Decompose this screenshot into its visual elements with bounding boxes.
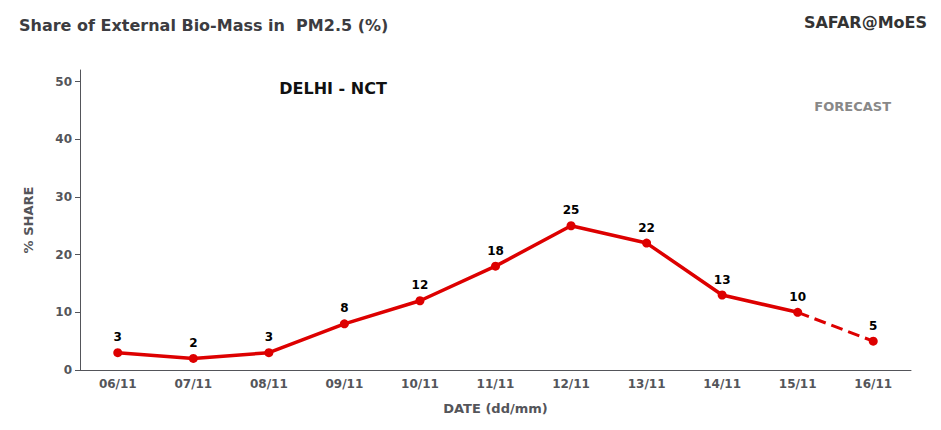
svg-text:2: 2 (189, 336, 197, 350)
svg-text:5: 5 (869, 319, 877, 333)
svg-text:10/11: 10/11 (401, 377, 439, 391)
svg-text:DELHI - NCT: DELHI - NCT (279, 79, 387, 98)
svg-text:11/11: 11/11 (477, 377, 515, 391)
svg-text:3: 3 (114, 330, 122, 344)
svg-text:13: 13 (714, 273, 731, 287)
svg-text:10: 10 (55, 305, 72, 319)
svg-text:13/11: 13/11 (628, 377, 666, 391)
svg-text:DATE (dd/mm): DATE (dd/mm) (443, 401, 547, 416)
svg-text:08/11: 08/11 (250, 377, 288, 391)
svg-text:8: 8 (340, 301, 348, 315)
svg-text:07/11: 07/11 (174, 377, 212, 391)
svg-text:50: 50 (55, 75, 72, 89)
svg-text:12: 12 (412, 278, 429, 292)
svg-text:15/11: 15/11 (779, 377, 817, 391)
svg-text:10: 10 (789, 290, 806, 304)
svg-text:25: 25 (563, 203, 580, 217)
svg-text:FORECAST: FORECAST (814, 99, 891, 114)
svg-text:0: 0 (64, 363, 72, 377)
svg-text:18: 18 (487, 244, 504, 258)
svg-text:06/11: 06/11 (99, 377, 137, 391)
svg-text:30: 30 (55, 190, 72, 204)
svg-text:Share of External Bio-Mass in: Share of External Bio-Mass in PM2.5 (%) (19, 16, 388, 35)
svg-text:20: 20 (55, 248, 72, 262)
svg-text:14/11: 14/11 (703, 377, 741, 391)
svg-text:09/11: 09/11 (326, 377, 364, 391)
svg-text:16/11: 16/11 (854, 377, 892, 391)
svg-text:22: 22 (638, 221, 655, 235)
svg-text:% SHARE: % SHARE (21, 187, 36, 254)
svg-text:SAFAR@MoES: SAFAR@MoES (804, 13, 927, 32)
svg-text:3: 3 (265, 330, 273, 344)
svg-text:40: 40 (55, 132, 72, 146)
svg-text:12/11: 12/11 (552, 377, 590, 391)
